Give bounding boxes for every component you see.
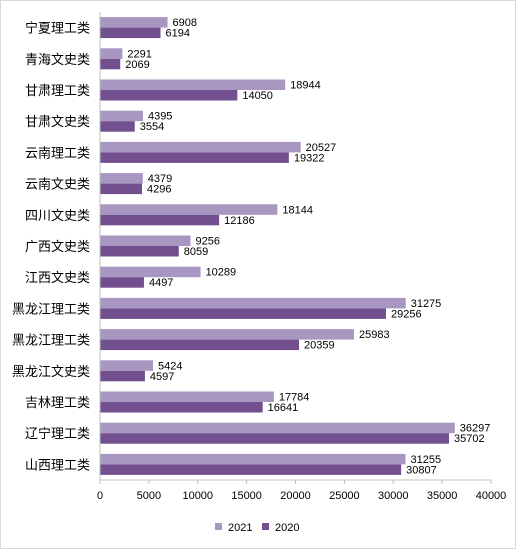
category-label: 云南理工类 — [25, 145, 90, 160]
data-label-2021: 31275 — [411, 298, 442, 310]
bars-layer — [100, 17, 455, 475]
x-tick-label: 30000 — [378, 490, 409, 502]
data-label-2021: 31255 — [411, 454, 442, 466]
data-label-2021: 4379 — [148, 173, 172, 185]
bar-2020 — [100, 464, 402, 475]
category-label: 吉林理工类 — [25, 395, 90, 410]
category-label: 宁夏理工类 — [25, 21, 90, 36]
bar-2021 — [100, 17, 168, 28]
legend-swatch-2021 — [215, 523, 222, 530]
data-label-2020: 35702 — [454, 433, 485, 445]
bar-2021 — [100, 235, 191, 246]
bar-2021 — [100, 266, 201, 278]
data-label-2020: 4296 — [147, 184, 171, 196]
bar-2021 — [100, 173, 143, 184]
data-label-2020: 19322 — [294, 152, 325, 164]
data-label-2020: 29256 — [391, 308, 422, 320]
bar-2020 — [100, 308, 386, 319]
data-label-2021: 2291 — [127, 48, 151, 60]
x-tick-label: 10000 — [182, 490, 213, 502]
category-label: 黑龙江理工类 — [12, 301, 90, 316]
data-label-2020: 14050 — [242, 90, 273, 102]
bar-2020 — [100, 183, 142, 195]
bar-2020 — [100, 370, 145, 382]
data-label-2021: 4395 — [148, 111, 172, 123]
x-tick-label: 0 — [97, 490, 103, 502]
bar-2020 — [100, 90, 238, 101]
x-tick-label: 40000 — [476, 490, 507, 502]
data-label-2021: 36297 — [460, 423, 491, 435]
data-label-2020: 4497 — [149, 277, 173, 289]
x-ticks: 0 5000 10000 15000 20000 25000 30000 35000 40000 — [97, 480, 506, 502]
bar-2021 — [100, 79, 286, 90]
category-label: 广西文史类 — [25, 239, 90, 254]
bar-2021 — [100, 297, 406, 309]
x-tick-label: 5000 — [137, 490, 161, 502]
category-label: 甘肃文史类 — [25, 114, 90, 129]
data-label-2021: 18944 — [290, 80, 321, 92]
x-tick-label: 25000 — [329, 490, 360, 502]
x-tick-label: 15000 — [231, 490, 262, 502]
data-label-2020: 12186 — [224, 215, 255, 227]
data-label-2020: 4597 — [150, 371, 174, 383]
legend-label-2021: 2021 — [228, 522, 252, 534]
data-label-2020: 2069 — [125, 59, 149, 71]
category-label: 黑龙江理工类 — [12, 333, 90, 348]
bar-2020 — [100, 402, 263, 413]
data-label-2020: 8059 — [184, 246, 208, 258]
data-label-2021: 17784 — [279, 392, 310, 404]
data-label-2020: 6194 — [166, 28, 190, 40]
legend-label-2020: 2020 — [275, 522, 299, 534]
legend: 2021 2020 — [215, 522, 299, 534]
data-label-2020: 30807 — [406, 464, 437, 476]
bar-2020 — [100, 58, 121, 70]
data-label-2021: 20527 — [306, 142, 337, 154]
category-label: 四川文史类 — [25, 208, 90, 223]
bar-2020 — [100, 433, 449, 444]
bar-2020 — [100, 27, 161, 39]
category-label: 青海文史类 — [25, 52, 90, 67]
data-label-2021: 25983 — [359, 329, 390, 341]
bar-2021 — [100, 110, 143, 122]
data-label-2020: 20359 — [304, 340, 335, 352]
category-label: 江西文史类 — [25, 270, 90, 285]
data-label-2021: 9256 — [195, 236, 219, 248]
bar-2021 — [100, 141, 301, 153]
bar-2021 — [100, 48, 123, 59]
data-label-2020: 16641 — [268, 402, 299, 414]
data-label-2021: 18144 — [282, 204, 313, 216]
bar-2020 — [100, 214, 220, 226]
x-tick-label: 20000 — [280, 490, 311, 502]
bar-2021 — [100, 453, 406, 465]
data-label-2021: 5424 — [158, 360, 182, 372]
bar-2021 — [100, 329, 354, 340]
bar-2020 — [100, 339, 300, 351]
data-label-2020: 3554 — [140, 121, 164, 133]
category-label: 甘肃理工类 — [25, 83, 90, 98]
bar-2020 — [100, 277, 144, 288]
legend-swatch-2020 — [262, 523, 269, 530]
bar-2021 — [100, 204, 278, 215]
category-label: 黑龙江文史类 — [12, 364, 90, 379]
data-label-2021: 10289 — [206, 267, 237, 279]
data-label-2021: 6908 — [173, 17, 197, 29]
category-label: 云南文史类 — [25, 177, 90, 192]
x-tick-label: 35000 — [427, 490, 458, 502]
bar-2021 — [100, 391, 274, 402]
bar-2020 — [100, 121, 135, 132]
bar-2020 — [100, 246, 179, 257]
bar-2021 — [100, 360, 154, 371]
bar-2020 — [100, 152, 289, 163]
category-label: 辽宁理工类 — [25, 426, 90, 441]
bar-2021 — [100, 422, 455, 434]
category-label: 山西理工类 — [25, 457, 90, 472]
